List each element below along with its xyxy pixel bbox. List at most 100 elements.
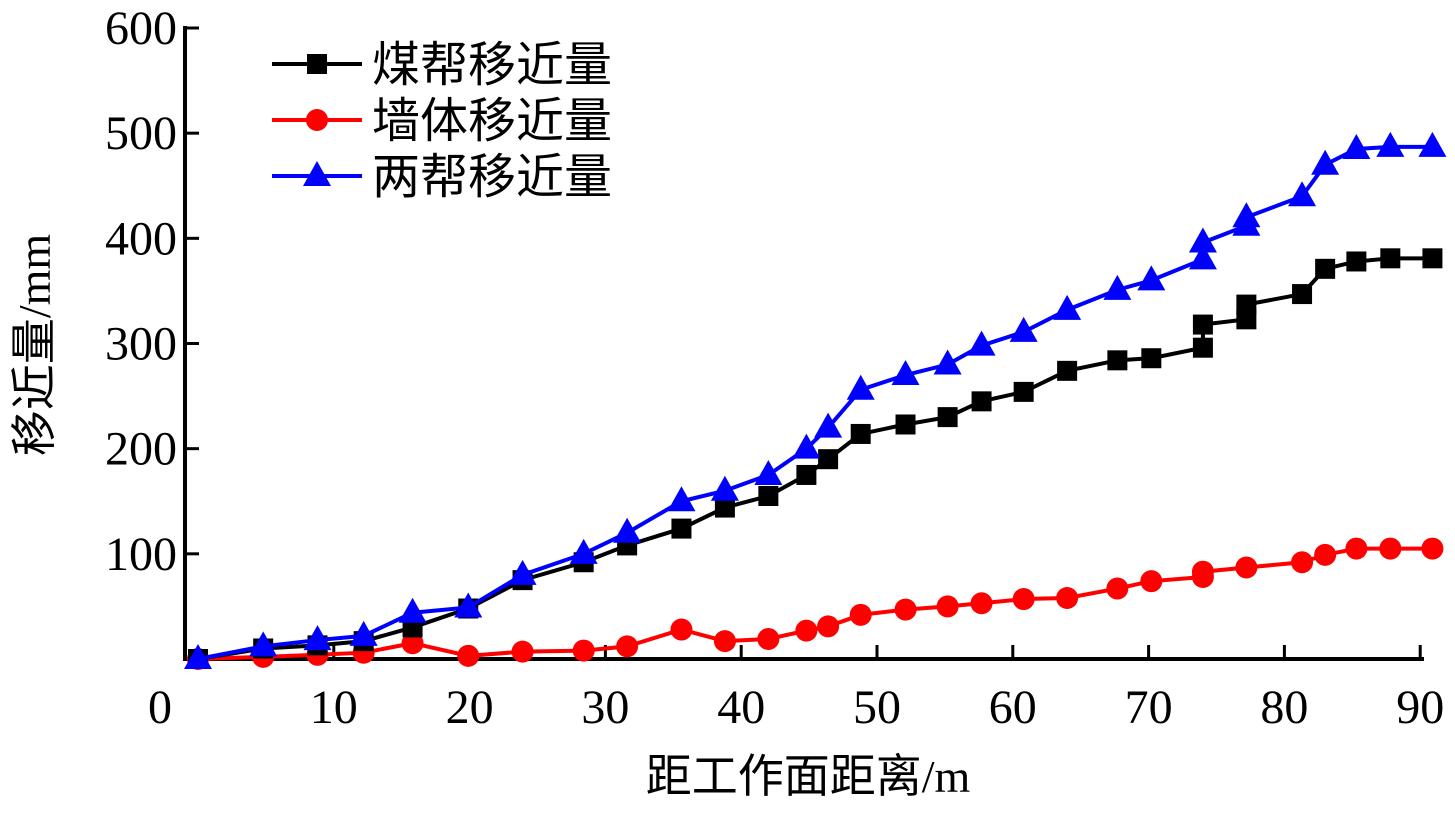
axes: 0 10 20 30 40 50 60 70 80 90 100 200 300 400 500 600 (105, 2, 1444, 734)
data-point-triangle (814, 412, 843, 438)
data-point-square (1141, 348, 1162, 369)
y-tick-label: 400 (105, 212, 177, 265)
legend-label: 两帮移近量 (372, 151, 612, 204)
data-point-circle (1379, 537, 1402, 560)
data-point-square (1380, 248, 1401, 269)
data-point-triangle (667, 486, 696, 512)
data-point-square (758, 485, 779, 506)
x-tick-label: 50 (853, 681, 901, 734)
data-point-triangle (303, 161, 331, 186)
y-tick-label: 100 (105, 528, 177, 581)
data-point-circle (757, 628, 780, 651)
x-tick-label: 10 (310, 681, 358, 734)
x-axis-label: 距工作面距离/m (646, 751, 971, 802)
data-point-circle (572, 639, 595, 662)
data-point-square (796, 464, 817, 485)
data-point-square (1346, 251, 1367, 272)
data-point-triangle (891, 360, 920, 386)
legend-item: 墙体移近量 (272, 95, 612, 148)
y-tick-label: 300 (105, 318, 177, 371)
data-point-triangle (1103, 274, 1132, 300)
data-point-triangle (1053, 294, 1082, 320)
data-point-triangle (967, 330, 996, 356)
legend-label: 墙体移近量 (372, 95, 612, 148)
data-point-circle (894, 598, 917, 621)
data-point-square (1107, 350, 1128, 371)
data-point-triangle (1188, 227, 1217, 253)
data-point-triangle (933, 349, 962, 375)
x-tick-label: 80 (1260, 681, 1308, 734)
data-point-square (1192, 314, 1213, 335)
x-tick-label: 70 (1125, 681, 1173, 734)
data-point-square (1057, 360, 1078, 381)
y-tick-label: 200 (105, 423, 177, 476)
legend-label: 煤帮移近量 (372, 39, 612, 92)
data-point-square (1192, 337, 1213, 358)
data-point-square (1315, 258, 1336, 279)
data-point-triangle (184, 644, 212, 669)
legend-item: 两帮移近量 (272, 151, 612, 204)
legend-item: 煤帮移近量 (272, 39, 612, 92)
data-point-triangle (1009, 316, 1038, 342)
data-point-circle (713, 630, 736, 653)
data-point-triangle (613, 517, 642, 543)
y-tick-label: 500 (105, 107, 177, 160)
data-point-triangle (846, 374, 875, 400)
data-point-circle (1345, 537, 1368, 560)
data-point-circle (1140, 570, 1163, 593)
data-point-circle (1291, 551, 1314, 574)
data-point-triangle (569, 538, 598, 564)
data-point-circle (1012, 588, 1035, 611)
data-point-circle (401, 632, 424, 655)
data-point-square (818, 449, 839, 470)
data-point-triangle (349, 620, 378, 646)
data-point-triangle (792, 433, 821, 459)
data-point-circle (670, 618, 693, 641)
data-point-triangle (710, 475, 739, 501)
data-point-triangle (754, 459, 783, 485)
data-point-circle (616, 635, 639, 658)
data-point-square (1292, 284, 1313, 305)
data-point-square (714, 497, 735, 518)
x-tick-label: 30 (581, 681, 629, 734)
data-point-square (850, 423, 871, 444)
data-point-circle (1191, 560, 1214, 583)
data-point-circle (795, 619, 818, 642)
data-point-circle (457, 644, 480, 667)
data-point-triangle (398, 597, 427, 623)
x-tick-label: 20 (446, 681, 494, 734)
data-point-triangle (1288, 181, 1317, 207)
data-point-circle (936, 595, 959, 618)
data-point-square (895, 414, 916, 435)
data-point-triangle (1311, 149, 1340, 175)
x-tick-label: 40 (717, 681, 765, 734)
y-axis-label: 移近量/mm (9, 234, 60, 457)
data-point-circle (1235, 556, 1258, 579)
series-group (184, 131, 1447, 670)
data-point-triangle (1376, 131, 1405, 157)
data-point-circle (849, 603, 872, 626)
x-tick-label: 60 (989, 681, 1037, 734)
x-tick-label: 0 (148, 681, 172, 734)
data-point-square (971, 391, 992, 412)
data-point-triangle (1137, 265, 1166, 291)
data-point-circle (306, 109, 328, 131)
data-point-square (671, 518, 692, 539)
data-point-triangle (303, 625, 332, 651)
series-triangle (184, 131, 1447, 669)
data-point-triangle (1232, 202, 1261, 228)
data-point-circle (511, 640, 534, 663)
data-point-triangle (249, 631, 278, 657)
data-point-square (307, 54, 327, 74)
data-point-triangle (1188, 244, 1217, 270)
data-point-square (1013, 381, 1034, 402)
data-point-circle (1106, 577, 1129, 600)
data-point-square (1236, 294, 1257, 315)
data-point-circle (1421, 537, 1444, 560)
data-point-triangle (1342, 133, 1371, 159)
data-point-square (1422, 248, 1443, 269)
x-tick-label: 90 (1396, 681, 1444, 734)
data-point-circle (1314, 543, 1337, 566)
